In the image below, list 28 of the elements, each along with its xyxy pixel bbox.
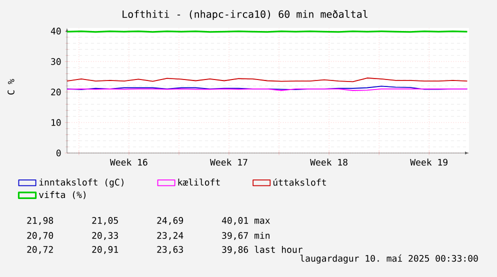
legend-label: vifta (%) [39, 191, 86, 200]
x-tick-label: Week 18 [310, 158, 348, 166]
text: 20,70 [27, 232, 54, 240]
text: 40,01 max [222, 217, 270, 225]
x-tick-label: Week 17 [210, 158, 248, 166]
text: 20,33 [92, 232, 118, 240]
text: 23,63 [157, 246, 183, 254]
chart-title: Lofthiti - (nhapc-irca10) 60 min meðaltal [122, 10, 368, 20]
y-tick-label: 30 [51, 58, 61, 65]
x-tick-label: Week 16 [110, 158, 148, 166]
legend-label: inntaksloft (gC) [39, 178, 124, 188]
x-tick-label: Week 19 [410, 158, 448, 166]
y-tick-label: 40 [50, 28, 61, 34]
text: 39,67 min [222, 232, 270, 240]
legend-label: úttaksloft [273, 178, 326, 186]
text: 20,72 [27, 246, 53, 254]
text: 21,98 [27, 217, 54, 225]
y-tick-label: 0 [56, 150, 61, 156]
legend-label: kæliloft [178, 178, 220, 186]
y-axis-title: C % [8, 79, 14, 95]
y-tick-label: 10 [52, 119, 61, 126]
text: 24,69 [157, 217, 184, 225]
text: 20,91 [92, 246, 118, 254]
text: 23,24 [157, 232, 184, 240]
text: 39,86 last hour [222, 246, 302, 254]
y-tick-label: 20 [51, 88, 61, 96]
text: laugardagur 10. maí 2025 00:33:00 [300, 254, 478, 264]
text: 21,05 [92, 217, 118, 225]
